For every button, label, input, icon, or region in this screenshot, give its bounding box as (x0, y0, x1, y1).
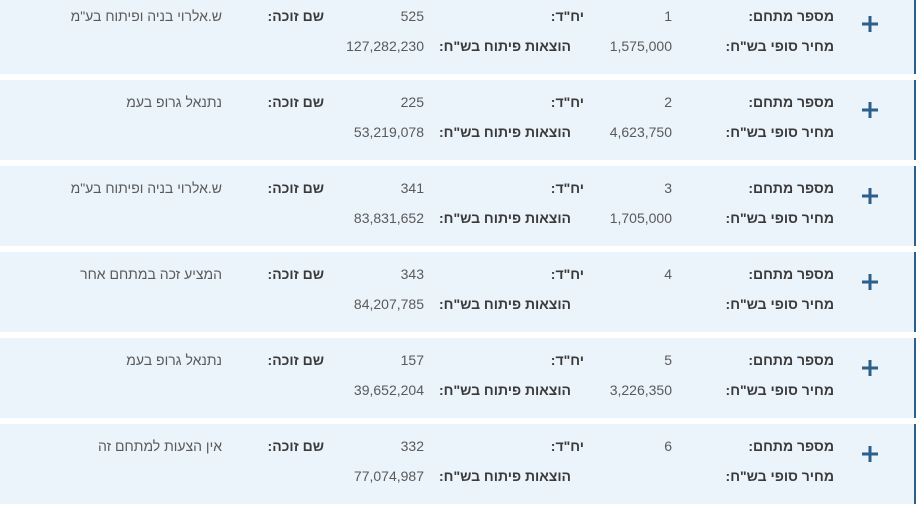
units-label: יח"ד: (550, 352, 584, 368)
units-label: יח"ד: (550, 180, 584, 196)
final-price-label: מחיר סופי בש"ח: (725, 382, 834, 398)
winner-name-value: נתנאל גרופ בעמ (126, 94, 222, 110)
plot-number-label: מספר מתחם: (748, 352, 834, 368)
development-costs-value: 84,207,785 (353, 296, 424, 312)
plus-icon[interactable] (860, 272, 880, 292)
plot-number-label: מספר מתחם: (748, 266, 834, 282)
development-costs-label: הוצאות פיתוח בש"ח: (438, 38, 571, 54)
plot-number-label: מספר מתחם: (748, 94, 834, 110)
winner-name-value: אין הצעות למתחם זה (98, 438, 222, 454)
winner-name-value: המציע זכה במתחם אחר (80, 266, 222, 282)
plus-icon[interactable] (860, 100, 880, 120)
plot-number-label: מספר מתחם: (748, 180, 834, 196)
plot-number-label: מספר מתחם: (748, 8, 834, 24)
plot-card: מספר מתחם: 3 יח"ד: 341 שם זוכה: ש.אלרוי … (0, 166, 916, 246)
development-costs-label: הוצאות פיתוח בש"ח: (438, 468, 571, 484)
plot-number-label: מספר מתחם: (748, 438, 834, 454)
units-value: 525 (400, 8, 424, 24)
plot-card: מספר מתחם: 4 יח"ד: 343 שם זוכה: המציע זכ… (0, 252, 916, 332)
plus-icon[interactable] (860, 14, 880, 34)
units-value: 341 (400, 180, 424, 196)
units-value: 332 (400, 438, 424, 454)
winner-name-label: שם זוכה: (267, 438, 324, 454)
units-label: יח"ד: (550, 266, 584, 282)
plot-number-value: 5 (664, 352, 672, 368)
plus-icon[interactable] (860, 186, 880, 206)
development-costs-value: 53,219,078 (353, 124, 424, 140)
development-costs-label: הוצאות פיתוח בש"ח: (438, 296, 571, 312)
units-label: יח"ד: (550, 94, 584, 110)
final-price-value: 4,623,750 (609, 124, 672, 140)
plus-icon[interactable] (860, 358, 880, 378)
plot-number-value: 4 (664, 266, 672, 282)
development-costs-value: 39,652,204 (353, 382, 424, 398)
development-costs-value: 77,074,987 (353, 468, 424, 484)
units-label: יח"ד: (550, 8, 584, 24)
winner-name-label: שם זוכה: (267, 180, 324, 196)
plot-card: מספר מתחם: 1 יח"ד: 525 שם זוכה: ש.אלרוי … (0, 0, 916, 74)
plot-number-value: 2 (664, 94, 672, 110)
final-price-label: מחיר סופי בש"ח: (725, 38, 834, 54)
plot-number-value: 1 (664, 8, 672, 24)
development-costs-value: 127,282,230 (346, 38, 424, 54)
winner-name-value: ש.אלרוי בניה ופיתוח בע"מ (70, 180, 222, 196)
plot-card: מספר מתחם: 2 יח"ד: 225 שם זוכה: נתנאל גר… (0, 80, 916, 160)
development-costs-label: הוצאות פיתוח בש"ח: (438, 382, 571, 398)
units-value: 343 (400, 266, 424, 282)
units-label: יח"ד: (550, 438, 584, 454)
final-price-value: 1,705,000 (609, 210, 672, 226)
units-value: 225 (400, 94, 424, 110)
development-costs-label: הוצאות פיתוח בש"ח: (438, 124, 571, 140)
winner-name-value: נתנאל גרופ בעמ (126, 352, 222, 368)
final-price-value: 3,226,350 (609, 382, 672, 398)
winner-name-label: שם זוכה: (267, 266, 324, 282)
winner-name-label: שם זוכה: (267, 8, 324, 24)
final-price-label: מחיר סופי בש"ח: (725, 210, 834, 226)
units-value: 157 (400, 352, 424, 368)
final-price-label: מחיר סופי בש"ח: (725, 296, 834, 312)
plot-number-value: 6 (664, 438, 672, 454)
development-costs-value: 83,831,652 (353, 210, 424, 226)
final-price-value: 1,575,000 (609, 38, 672, 54)
winner-name-label: שם זוכה: (267, 94, 324, 110)
final-price-label: מחיר סופי בש"ח: (725, 124, 834, 140)
final-price-label: מחיר סופי בש"ח: (725, 468, 834, 484)
plot-number-value: 3 (664, 180, 672, 196)
winner-name-label: שם זוכה: (267, 352, 324, 368)
plot-card: מספר מתחם: 6 יח"ד: 332 שם זוכה: אין הצעו… (0, 424, 916, 504)
winner-name-value: ש.אלרוי בניה ופיתוח בע"מ (70, 8, 222, 24)
development-costs-label: הוצאות פיתוח בש"ח: (438, 210, 571, 226)
plus-icon[interactable] (860, 444, 880, 464)
plot-card: מספר מתחם: 5 יח"ד: 157 שם זוכה: נתנאל גר… (0, 338, 916, 418)
